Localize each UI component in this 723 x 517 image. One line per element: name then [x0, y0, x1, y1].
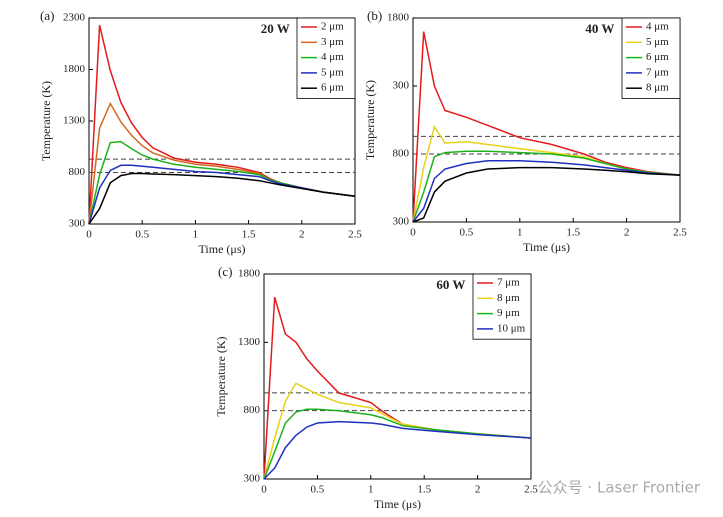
x-axis-label: Time (μs): [374, 497, 421, 511]
y-tick-label: 300: [393, 216, 410, 228]
y-tick-label: 300: [69, 218, 86, 230]
y-tick-label: 1800: [238, 268, 261, 280]
x-axis-label: Time (μs): [523, 240, 570, 254]
panel-title: 40 W: [585, 21, 614, 36]
x-tick-label: 2.5: [524, 484, 538, 496]
x-tick-label: 0.5: [135, 229, 149, 241]
legend-label: 10 μm: [497, 322, 526, 334]
x-tick-label: 0.5: [460, 227, 474, 239]
y-tick-label: 1800: [63, 63, 86, 75]
legend-label: 5 μm: [646, 36, 669, 48]
x-tick-label: 2: [299, 229, 305, 241]
panel-label: (a): [40, 8, 54, 23]
y-tick-label: 800: [393, 148, 410, 160]
x-tick-label: 2.5: [673, 227, 687, 239]
series-line: [263, 420, 532, 480]
x-tick-label: 0: [410, 227, 416, 239]
legend-label: 7 μm: [497, 277, 520, 289]
series-line: [263, 408, 532, 480]
series-line: [412, 160, 681, 223]
x-tick-label: 0: [261, 484, 267, 496]
x-tick-label: 2: [624, 227, 630, 239]
legend-label: 2 μm: [321, 21, 344, 33]
y-tick-label: 300: [244, 473, 261, 485]
legend-label: 6 μm: [646, 51, 669, 63]
panel-title: 60 W: [436, 277, 465, 292]
legend-label: 9 μm: [497, 307, 520, 319]
series-line: [88, 164, 356, 225]
legend-label: 3 μm: [321, 36, 344, 48]
x-tick-label: 1.5: [242, 229, 256, 241]
y-tick-label: 800: [69, 166, 86, 178]
series-line: [412, 31, 681, 223]
panel-label: (b): [367, 8, 382, 23]
x-tick-label: 1.5: [417, 484, 431, 496]
legend-label: 4 μm: [321, 51, 344, 63]
legend-box: [472, 273, 532, 340]
x-tick-label: 1.5: [566, 227, 580, 239]
x-tick-label: 0: [86, 229, 92, 241]
y-axis-label: Temperature (K): [363, 80, 377, 160]
y-tick-label: 1300: [238, 336, 261, 348]
x-tick-label: 0.5: [311, 484, 325, 496]
series-line: [412, 150, 681, 223]
legend-label: 8 μm: [646, 82, 669, 94]
legend-label: 6 μm: [321, 82, 344, 94]
y-axis-label: Temperature (K): [39, 81, 53, 161]
legend-label: 4 μm: [646, 21, 669, 33]
series-line: [412, 166, 681, 223]
legend-label: 7 μm: [646, 66, 669, 78]
panel-title: 20 W: [261, 21, 290, 36]
legend-label: 5 μm: [321, 66, 344, 78]
series-line: [88, 172, 356, 225]
x-tick-label: 1: [517, 227, 523, 239]
y-axis-label: Temperature (K): [214, 336, 228, 416]
x-tick-label: 1: [193, 229, 199, 241]
panel-label: (c): [218, 264, 232, 279]
x-tick-label: 2.5: [348, 229, 362, 241]
y-tick-label: 1800: [387, 12, 410, 24]
y-tick-label: 300: [393, 80, 410, 92]
x-tick-label: 1: [368, 484, 374, 496]
y-tick-label: 1300: [63, 115, 86, 127]
legend-label: 8 μm: [497, 292, 520, 304]
y-tick-label: 2300: [63, 12, 86, 24]
watermark: 公众号 · Laser Frontier: [538, 479, 701, 497]
x-tick-label: 2: [475, 484, 481, 496]
x-axis-label: Time (μs): [199, 242, 246, 256]
y-tick-label: 800: [244, 404, 261, 416]
